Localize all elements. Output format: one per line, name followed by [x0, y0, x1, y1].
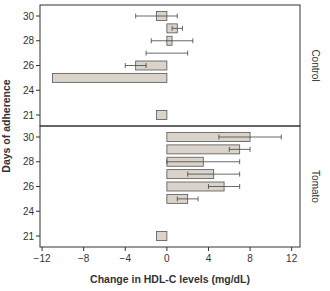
bar — [156, 111, 166, 120]
x-tick-label: −4 — [120, 253, 132, 264]
x-tick — [83, 247, 84, 251]
error-bar — [151, 38, 193, 43]
x-tick — [125, 247, 126, 251]
error-bar — [146, 51, 188, 56]
error-bar — [219, 135, 281, 140]
y-tick-label: 26 — [23, 60, 35, 71]
x-tick — [208, 247, 209, 251]
y-tick-label: 30 — [23, 11, 35, 22]
x-tick-label: 0 — [164, 253, 170, 264]
y-tick-label: 28 — [23, 156, 35, 167]
y-tick-label: 21 — [23, 110, 35, 121]
x-tick — [291, 247, 292, 251]
x-tick — [42, 247, 43, 251]
error-bar — [125, 63, 146, 68]
error-bar — [229, 147, 250, 152]
y-tick — [36, 137, 40, 138]
bar — [156, 232, 166, 241]
error-bar — [136, 14, 178, 19]
x-tick — [250, 247, 251, 251]
x-tick-label: −8 — [78, 253, 90, 264]
chart-root: 21 24 26 28 30 Control 21 24 26 28 30 Tomato −12 −8 −4… — [0, 0, 330, 291]
y-tick-label: 28 — [23, 35, 35, 46]
y-tick — [36, 115, 40, 116]
bars-group — [156, 133, 281, 241]
x-tick-label: −12 — [34, 253, 51, 264]
y-tick-label: 30 — [23, 132, 35, 143]
y-tick-label: 26 — [23, 181, 35, 192]
x-tick-label: 8 — [247, 253, 253, 264]
panel-frame — [40, 126, 300, 247]
y-axis-label: Days of adherence — [0, 79, 12, 173]
panel-label: Control — [310, 49, 321, 81]
error-bar — [177, 196, 198, 201]
y-tick-label: 24 — [23, 206, 35, 217]
y-tick — [36, 65, 40, 66]
x-tick — [166, 247, 167, 251]
error-bar — [208, 184, 239, 189]
x-tick-label: 4 — [206, 253, 212, 264]
x-axis-label: Change in HDL-C levels (mg/dL) — [90, 273, 250, 285]
error-bar — [172, 26, 182, 31]
panel-label: Tomato — [310, 170, 321, 203]
y-tick — [36, 90, 40, 91]
x-tick-label: 12 — [286, 253, 298, 264]
y-tick — [36, 186, 40, 187]
y-tick — [36, 16, 40, 17]
y-tick — [36, 161, 40, 162]
bars-group — [52, 12, 192, 120]
error-bar — [167, 159, 240, 164]
y-tick-label: 24 — [23, 85, 35, 96]
panel-frame — [40, 5, 300, 126]
chart-svg: 21 24 26 28 30 Control 21 24 26 28 30 Tomato −12 −8 −4… — [0, 0, 330, 291]
bar — [52, 73, 166, 82]
y-tick — [36, 40, 40, 41]
y-tick — [36, 211, 40, 212]
y-tick-label: 21 — [23, 231, 35, 242]
y-tick — [36, 236, 40, 237]
bar — [167, 145, 240, 154]
error-bar — [188, 172, 240, 177]
